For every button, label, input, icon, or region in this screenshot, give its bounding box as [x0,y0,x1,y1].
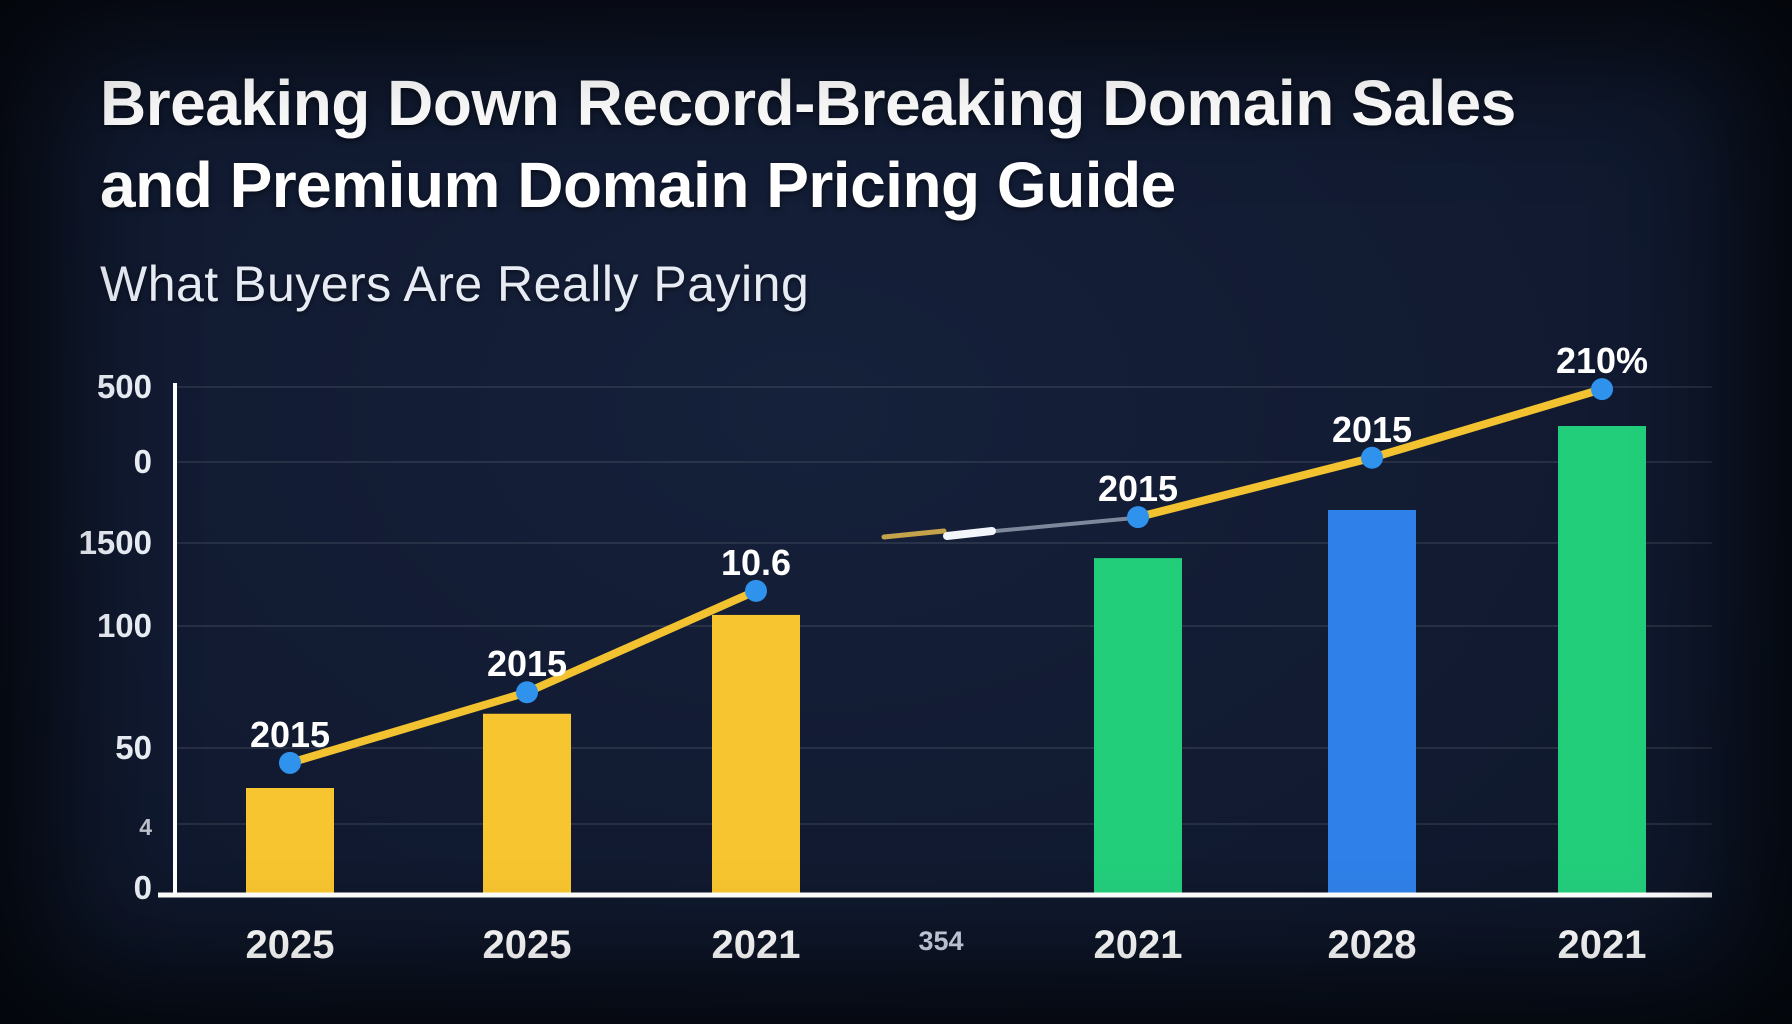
bar [712,614,800,895]
data-point-marker [1127,506,1149,529]
bar [1558,426,1646,895]
bar [1094,558,1182,895]
y-tick-label: 500 [97,368,152,405]
y-tick-label: 50 [115,729,152,766]
x-category-label: 2025 [246,923,335,967]
x-category-label: 2021 [712,923,801,967]
x-category-label: 2028 [1328,923,1417,967]
data-point-marker [1591,378,1613,401]
bar [1328,509,1416,895]
header: Breaking Down Record-Breaking Domain Sal… [100,62,1732,312]
data-point-label: 2015 [487,643,567,684]
line-break-dash [881,528,947,540]
bar [246,787,334,895]
data-point-label: 210% [1556,340,1648,381]
x-category-label: 2021 [1094,923,1183,967]
line-break-connector-tip [943,527,996,540]
x-category-label: 2021 [1558,923,1647,967]
data-point-marker [745,579,767,602]
bar [483,713,571,895]
title-line-2: and Premium Domain Pricing Guide [100,149,1176,221]
data-point-marker [279,751,301,774]
data-point-label: 2015 [1098,468,1178,509]
data-point-label: 2015 [250,714,330,755]
y-tick-label: 0 [134,443,152,480]
line-break-connector [983,516,1136,534]
data-point-label: 2015 [1332,409,1412,450]
x-category-label: 354 [918,926,963,956]
data-point-marker [516,681,538,704]
page-title: Breaking Down Record-Breaking Domain Sal… [100,62,1732,226]
y-tick-label: 100 [97,607,152,644]
title-line-1: Breaking Down Record-Breaking Domain Sal… [100,67,1516,139]
data-point-label: 10.6 [721,542,791,583]
y-tick-label: 1500 [79,524,152,561]
y-tick-label: 0 [134,869,152,906]
x-category-label: 2025 [483,923,572,967]
page-subtitle: What Buyers Are Really Paying [100,256,810,312]
y-tick-label: 4 [139,814,152,840]
data-point-marker [1361,446,1383,469]
